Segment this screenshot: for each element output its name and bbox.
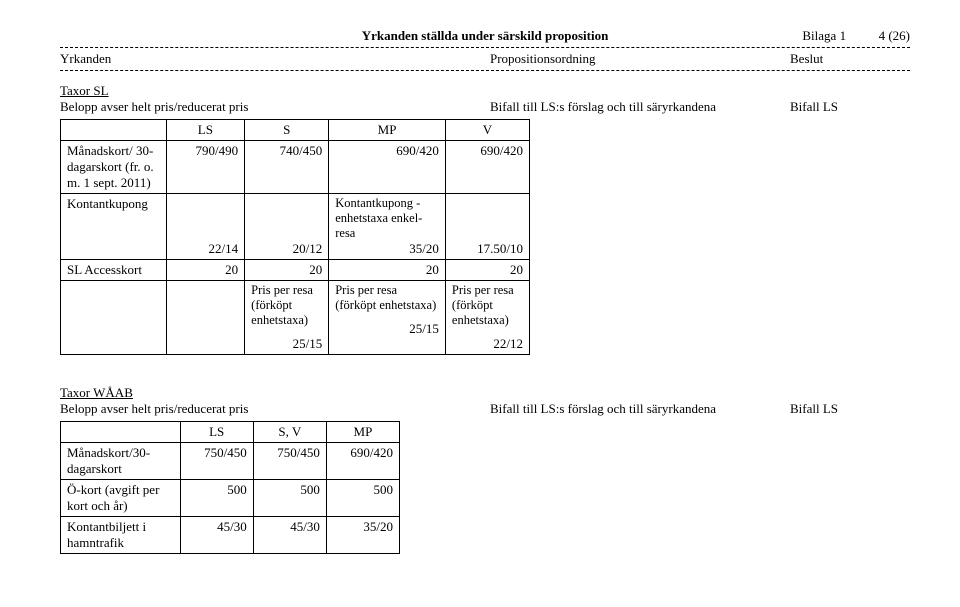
table-row: SL Accesskort 20 20 20 20 (61, 260, 530, 281)
section-beslut: Bifall LS (790, 99, 910, 115)
page-number: Bilaga 1 4 (26) (750, 28, 910, 44)
section-proposition: Bifall till LS:s förslag och till säryrk… (490, 99, 790, 115)
table-taxor-waab: LS S, V MP Månadskort/30-dagarskort 750/… (60, 421, 400, 554)
column-header-yrkanden: Yrkanden (60, 51, 490, 67)
table-header: S, V (253, 422, 326, 443)
table-row: Pris per resa (förköpt enhetstaxa)25/15 … (61, 281, 530, 355)
column-header-beslut: Beslut (790, 51, 910, 67)
table-row: Kontantkupong 22/14 20/12 Kontantkupong … (61, 194, 530, 260)
divider (60, 47, 910, 48)
table-header: MP (329, 120, 446, 141)
table-header: MP (326, 422, 399, 443)
section-proposition: Bifall till LS:s förslag och till säryrk… (490, 401, 790, 417)
table-row: Månadskort/ 30-dagarskort (fr. o. m. 1 s… (61, 141, 530, 194)
table-row: Kontantbiljett i hamntrafik 45/30 45/30 … (61, 517, 400, 554)
table-row: Månadskort/30-dagarskort 750/450 750/450… (61, 443, 400, 480)
table-taxor-sl: LS S MP V Månadskort/ 30-dagarskort (fr.… (60, 119, 530, 355)
section-title-taxor-sl: Taxor SL (60, 83, 910, 99)
section-subtitle: Belopp avser helt pris/reducerat pris (60, 401, 490, 417)
section-subtitle: Belopp avser helt pris/reducerat pris (60, 99, 490, 115)
page-title: Yrkanden ställda under särskild proposit… (220, 28, 750, 44)
table-header: LS (166, 120, 245, 141)
table-row: Ö-kort (avgift per kort och år) 500 500 … (61, 480, 400, 517)
section-beslut: Bifall LS (790, 401, 910, 417)
divider (60, 70, 910, 71)
table-header: V (445, 120, 529, 141)
column-header-proposition: Propositionsordning (490, 51, 790, 67)
section-title-taxor-waab: Taxor WÅAB (60, 385, 910, 401)
table-header: S (245, 120, 329, 141)
table-header: LS (180, 422, 253, 443)
